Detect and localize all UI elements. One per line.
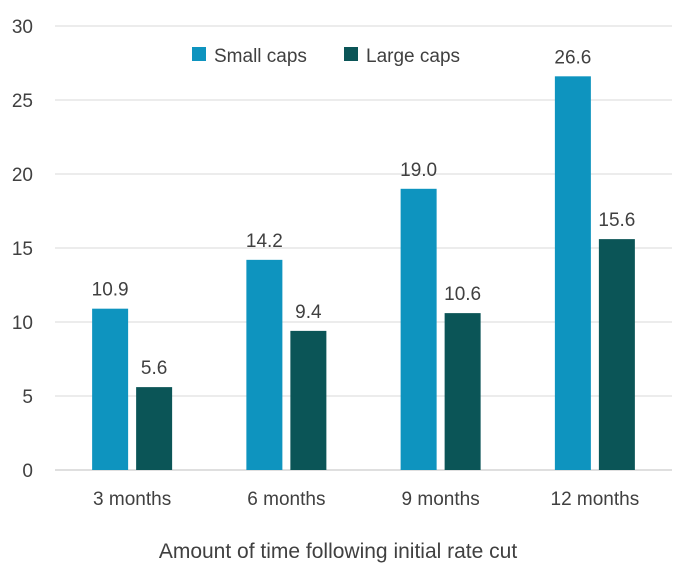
bar-large-caps-0	[136, 387, 173, 470]
data-label-large-caps-1: 9.4	[295, 302, 322, 323]
bars	[92, 76, 635, 471]
x-tick-label-2: 9 months	[402, 489, 480, 510]
data-label-large-caps-0: 5.6	[141, 358, 167, 379]
y-tick-label-5: 5	[22, 387, 33, 408]
data-label-small-caps-0: 10.9	[92, 280, 129, 301]
bar-large-caps-3	[598, 239, 635, 470]
data-labels: 10.9 5.6 14.2 9.4 19.0 10.6 26.6 15.6	[92, 47, 636, 379]
x-axis-title: Amount of time following initial rate cu…	[159, 540, 517, 563]
y-axis-tick-labels: 0 5 10 15 20 25 30	[12, 17, 33, 482]
legend: Small caps Large caps	[192, 46, 460, 67]
data-label-large-caps-2: 10.6	[444, 284, 481, 305]
y-tick-label-15: 15	[12, 239, 33, 260]
data-label-large-caps-3: 15.6	[598, 210, 635, 231]
y-tick-label-10: 10	[12, 313, 33, 334]
y-tick-label-0: 0	[22, 461, 33, 482]
bar-small-caps-0	[92, 308, 129, 470]
data-label-small-caps-1: 14.2	[246, 231, 283, 252]
bar-large-caps-2	[444, 313, 481, 470]
bar-small-caps-2	[400, 188, 437, 471]
y-tick-label-25: 25	[12, 91, 33, 112]
bar-small-caps-1	[246, 259, 283, 470]
legend-swatch-large-caps	[344, 47, 358, 61]
legend-label-small-caps: Small caps	[214, 46, 307, 67]
data-label-small-caps-3: 26.6	[554, 47, 591, 68]
bar-small-caps-3	[554, 76, 591, 470]
y-tick-label-20: 20	[12, 165, 33, 186]
legend-swatch-small-caps	[192, 47, 206, 61]
y-tick-label-30: 30	[12, 17, 33, 38]
data-label-small-caps-2: 19.0	[400, 160, 437, 181]
x-tick-label-0: 3 months	[93, 489, 171, 510]
x-tick-label-1: 6 months	[247, 489, 325, 510]
legend-label-large-caps: Large caps	[366, 46, 460, 67]
x-axis-tick-labels: 3 months 6 months 9 months 12 months	[93, 489, 639, 510]
bar-large-caps-1	[290, 330, 327, 470]
x-tick-label-3: 12 months	[551, 489, 640, 510]
